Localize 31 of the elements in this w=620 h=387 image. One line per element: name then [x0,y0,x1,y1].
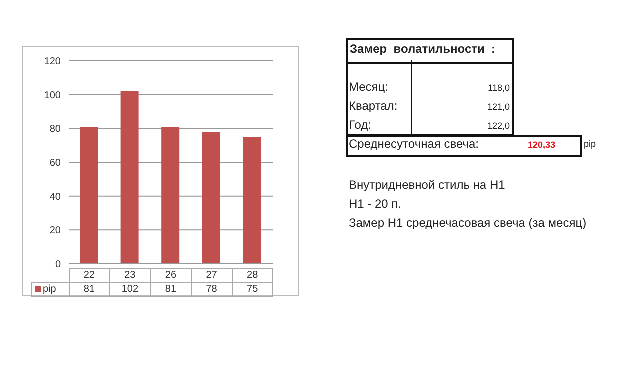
y-tick-label: 40 [50,192,62,203]
text: Замер волатильности : [350,42,496,56]
y-tick-label: 20 [50,226,62,237]
text: H1 - 20 п. [349,197,402,211]
data-label: 75 [232,282,273,296]
y-tick-label: 0 [55,260,62,271]
x-tick-label: 26 [150,268,192,282]
text: 121,0 [487,102,510,112]
data-label: 81 [150,282,192,296]
y-tick-label: 60 [50,158,62,170]
data-label: 102 [110,282,151,296]
text: Среднесуточная свеча: [349,137,479,151]
text: 122,0 [487,121,510,131]
text: Замер H1 среднечасовая свеча (за месяц) [349,216,587,230]
x-tick-label: 23 [110,268,151,282]
data-label: 78 [191,282,232,296]
text: Внутридневной стиль на H1 [349,178,506,192]
text: Год: [349,118,372,132]
y-tick-label: 100 [44,90,62,102]
data-label: 81 [69,282,110,296]
text: Квартал: [349,99,398,113]
text: 118,0 [488,83,510,93]
x-tick-label: 22 [69,268,110,282]
y-tick-label: 80 [50,124,62,136]
text: pip [584,139,596,149]
text: Месяц: [349,80,389,94]
legend-label: pip [32,282,69,296]
text: 120,33 [528,140,556,150]
x-tick-label: 28 [232,268,273,282]
y-tick-label: 120 [44,56,62,68]
x-tick-label: 27 [191,268,232,282]
